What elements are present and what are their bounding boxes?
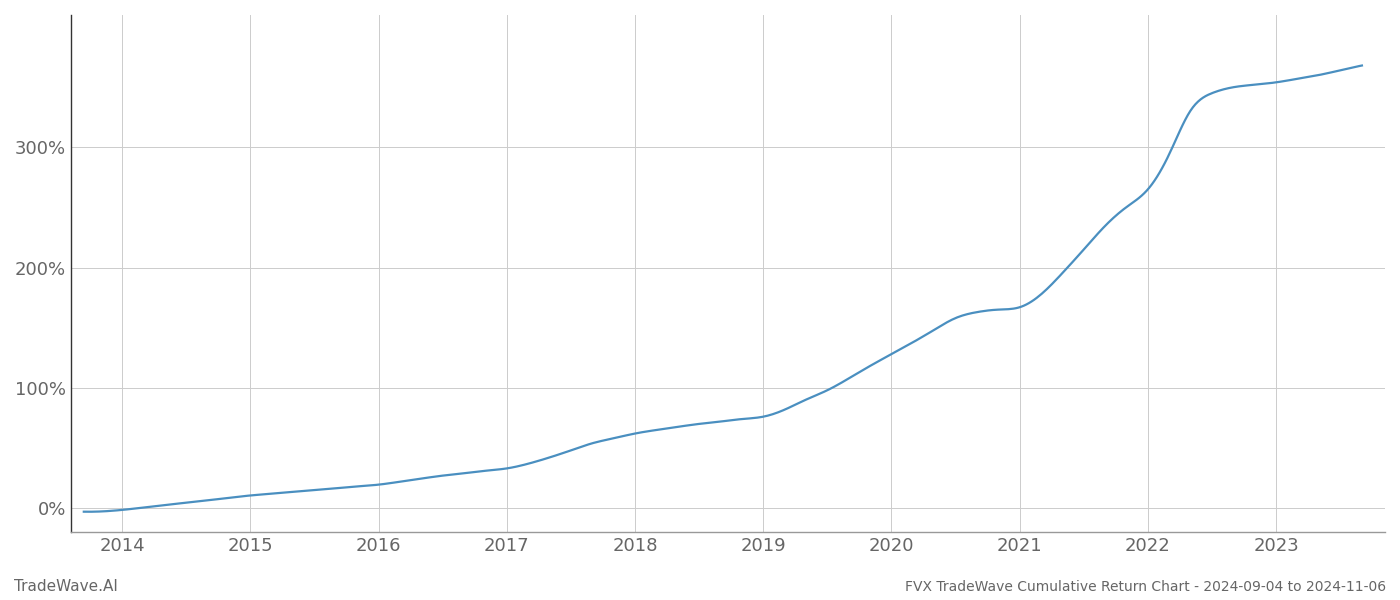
Text: TradeWave.AI: TradeWave.AI bbox=[14, 579, 118, 594]
Text: FVX TradeWave Cumulative Return Chart - 2024-09-04 to 2024-11-06: FVX TradeWave Cumulative Return Chart - … bbox=[904, 580, 1386, 594]
